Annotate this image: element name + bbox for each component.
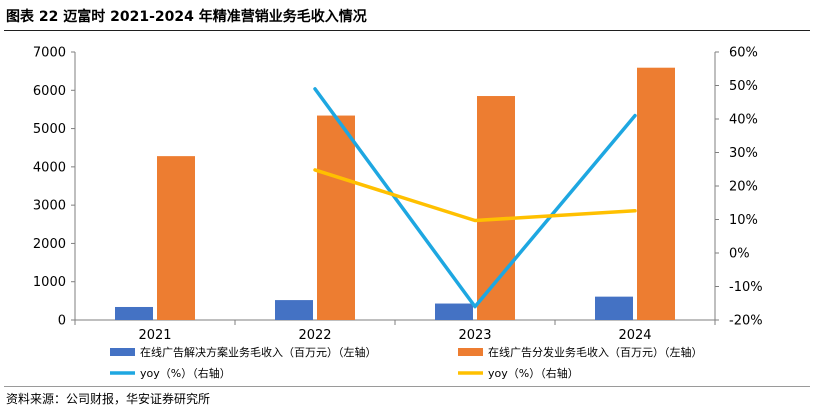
source-rule (4, 386, 810, 387)
y-left-tick-label: 4000 (33, 160, 66, 175)
line-yoy-solution (313, 87, 637, 309)
figure-title: 图表 22 迈富时 2021-2024 年精准营销业务毛收入情况 (6, 9, 367, 25)
y-left-tick-label: 1000 (33, 275, 66, 290)
bar-distribution-revenue (317, 115, 355, 320)
bar-distribution-revenue (637, 67, 675, 320)
legend-item: yoy（%）（右轴） (110, 366, 231, 380)
y-left-tick-label: 6000 (33, 84, 66, 99)
legend-item: 在线广告分发业务毛收入（百万元）（左轴） (458, 345, 703, 359)
y-right-tick-label: -20% (729, 314, 763, 329)
tick-labels-layer: 0 1000 2000 3000 4000 5000 6000 7000 -20% -10% 0% 1… (33, 46, 763, 344)
source-note: 资料来源：公司财报，华安证券研究所 (6, 392, 211, 406)
y-right-tick-label: 10% (729, 213, 758, 228)
x-tick-label: 2021 (138, 328, 171, 343)
bars-layer (115, 67, 675, 321)
bar-solution-revenue (275, 300, 313, 320)
y-left-tick-label: 5000 (33, 122, 66, 137)
y-right-tick-label: 0% (729, 247, 750, 262)
bar-distribution-revenue (477, 96, 515, 321)
legend-label: yoy（%）（右轴） (140, 366, 231, 380)
y-right-tick-label: 60% (729, 46, 758, 61)
lines-layer (313, 87, 637, 309)
x-tick-label: 2023 (458, 328, 491, 343)
bar-solution-revenue (435, 303, 473, 320)
y-right-tick-label: 40% (729, 113, 758, 128)
y-left-tick-label: 0 (58, 314, 66, 329)
legend-item: 在线广告解决方案业务毛收入（百万元）（左轴） (110, 345, 377, 359)
bar-solution-revenue (595, 296, 633, 320)
legend-swatch-bar (458, 348, 483, 356)
bar-distribution-revenue (157, 156, 195, 320)
y-right-tick-label: 20% (729, 180, 758, 195)
x-tick-label: 2024 (618, 328, 651, 343)
y-left-tick-label: 3000 (33, 199, 66, 214)
bar-solution-revenue (115, 306, 153, 320)
y-left-tick-label: 7000 (33, 46, 66, 61)
y-right-tick-label: -10% (729, 280, 763, 295)
x-tick-label: 2022 (298, 328, 331, 343)
title-rule (4, 30, 810, 31)
line-yoy-distribution (313, 168, 637, 223)
legend-label: 在线广告分发业务毛收入（百万元）（左轴） (488, 345, 703, 359)
legend-swatch-bar (110, 348, 135, 356)
y-right-tick-label: 30% (729, 146, 758, 161)
legend-label: 在线广告解决方案业务毛收入（百万元）（左轴） (140, 345, 377, 359)
chart: 0 1000 2000 3000 4000 5000 6000 7000 -20% -10% 0% 1… (33, 46, 763, 381)
legend-label: yoy（%）（右轴） (488, 366, 579, 380)
y-right-tick-label: 50% (729, 79, 758, 94)
legend: 在线广告解决方案业务毛收入（百万元）（左轴） 在线广告分发业务毛收入（百万元）（左… (110, 345, 703, 380)
y-left-tick-label: 2000 (33, 237, 66, 252)
legend-item: yoy（%）（右轴） (458, 366, 579, 380)
